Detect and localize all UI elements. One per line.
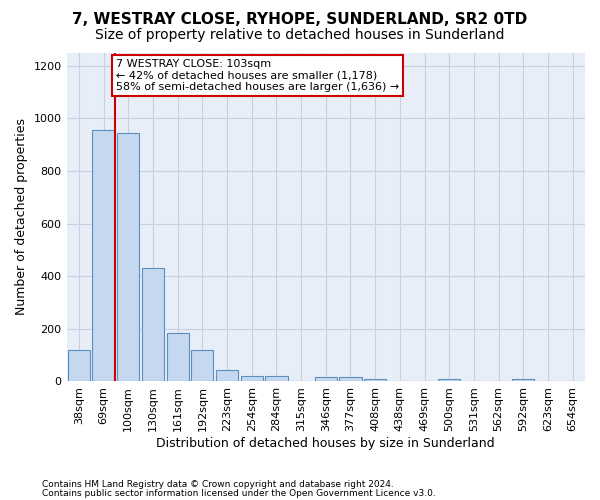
Text: 7, WESTRAY CLOSE, RYHOPE, SUNDERLAND, SR2 0TD: 7, WESTRAY CLOSE, RYHOPE, SUNDERLAND, SR… bbox=[73, 12, 527, 28]
Bar bbox=[142, 268, 164, 382]
Bar bbox=[68, 350, 90, 382]
Bar bbox=[314, 376, 337, 382]
Bar bbox=[216, 370, 238, 382]
Bar bbox=[265, 376, 287, 382]
Text: 7 WESTRAY CLOSE: 103sqm
← 42% of detached houses are smaller (1,178)
58% of semi: 7 WESTRAY CLOSE: 103sqm ← 42% of detache… bbox=[116, 59, 399, 92]
Bar bbox=[512, 380, 535, 382]
Bar bbox=[340, 376, 362, 382]
Bar bbox=[191, 350, 214, 382]
Bar bbox=[167, 333, 189, 382]
Text: Contains public sector information licensed under the Open Government Licence v3: Contains public sector information licen… bbox=[42, 488, 436, 498]
Bar bbox=[438, 380, 460, 382]
Bar bbox=[117, 133, 139, 382]
X-axis label: Distribution of detached houses by size in Sunderland: Distribution of detached houses by size … bbox=[157, 437, 495, 450]
Bar bbox=[241, 376, 263, 382]
Text: Contains HM Land Registry data © Crown copyright and database right 2024.: Contains HM Land Registry data © Crown c… bbox=[42, 480, 394, 489]
Text: Size of property relative to detached houses in Sunderland: Size of property relative to detached ho… bbox=[95, 28, 505, 42]
Y-axis label: Number of detached properties: Number of detached properties bbox=[15, 118, 28, 316]
Bar bbox=[364, 379, 386, 382]
Bar bbox=[92, 130, 115, 382]
